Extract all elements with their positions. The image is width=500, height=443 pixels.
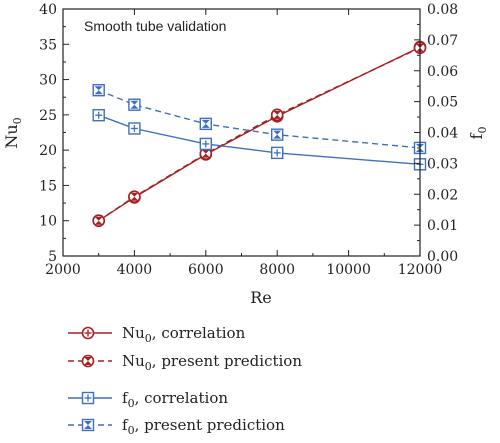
- legend-label-main: Nu: [122, 352, 145, 370]
- y-right-tick-label: 0.08: [427, 2, 458, 18]
- y-right-tick-label: 0.03: [427, 156, 458, 172]
- data-point-2-2: [199, 137, 213, 151]
- y-left-tick-label: 5: [48, 249, 57, 265]
- data-point-1-1: [128, 190, 141, 204]
- axis-title-subscript: 0: [11, 117, 24, 124]
- y-left-tick-label: 40: [39, 2, 57, 18]
- axes: 2000 4000 6000 8000 10000 12000 5 10 15 20 25 30 35 4…: [39, 2, 458, 278]
- axis-title-main: Nu: [2, 124, 21, 148]
- y-right-tick-label: 0.06: [427, 64, 458, 80]
- data-point-2-3: [271, 146, 284, 160]
- chart-annotation: Smooth tube validation: [84, 18, 226, 34]
- y-left-tick-label: 25: [39, 108, 57, 124]
- data-point-3-1: [128, 98, 141, 111]
- legend-label-main: f: [122, 389, 129, 407]
- axis-title-main: f: [467, 132, 486, 139]
- y-left-tick-label: 20: [39, 143, 57, 159]
- legend-label-rest: , correlation: [135, 389, 229, 407]
- y-left-tick-label: 30: [39, 73, 57, 89]
- legend-marker: [81, 326, 95, 340]
- series-line-0: [98, 46, 421, 222]
- legend-label: Nu0, present prediction: [122, 352, 302, 373]
- legend-marker: [81, 418, 95, 432]
- legend-label-rest: , present prediction: [152, 352, 303, 370]
- axis-title-subscript: 0: [476, 127, 489, 134]
- y-axis-label-left: Nu0: [2, 117, 24, 148]
- legend-marker: [81, 354, 95, 368]
- x-tick-label: 10000: [326, 262, 371, 278]
- x-tick-label: 6000: [188, 262, 224, 278]
- axis-title-text: f0: [467, 127, 489, 140]
- y-left-tick-label: 15: [39, 178, 57, 194]
- legend-item-3: f0, present prediction: [68, 416, 285, 437]
- legend-marker: [81, 391, 95, 405]
- x-tick-label: 2000: [45, 262, 81, 278]
- series-line-1: [98, 47, 421, 222]
- series-line-2: [98, 114, 421, 165]
- y-right-tick-label: 0.01: [427, 218, 458, 234]
- y-axis-label-right: f0: [467, 127, 489, 140]
- data-point-3-0: [92, 84, 105, 97]
- y-right-tick-label: 0.07: [427, 33, 458, 49]
- data-point-3-3: [271, 128, 284, 141]
- legend-label-rest: , correlation: [152, 324, 246, 342]
- legend-label-subscript: 0: [128, 397, 135, 410]
- data-point-1-0: [92, 214, 105, 228]
- data-point-2-0: [92, 109, 105, 122]
- legend-label-subscript: 0: [145, 332, 152, 345]
- y-right-tick-label: 0.05: [427, 95, 458, 111]
- series-line-3: [98, 89, 421, 149]
- plot-frame: [62, 8, 421, 257]
- legend-label: f0, present prediction: [122, 416, 285, 437]
- data-point-2-1: [128, 122, 141, 135]
- data-point-1-3: [270, 108, 284, 122]
- legend-label-rest: , present prediction: [135, 416, 286, 434]
- legend-item-0: Nu0, correlation: [68, 324, 246, 345]
- plot-area: [92, 40, 427, 228]
- legend-label: Nu0, correlation: [122, 324, 246, 345]
- legend-label-main: f: [122, 416, 129, 434]
- y-left-tick-label: 35: [39, 37, 57, 53]
- legend-item-2: f0, correlation: [68, 389, 228, 410]
- x-tick-label: 4000: [117, 262, 153, 278]
- x-axis-label: Re: [250, 288, 272, 307]
- y-right-tick-label: 0.00: [427, 249, 458, 265]
- y-right-tick-label: 0.02: [427, 187, 458, 203]
- legend-label-subscript: 0: [145, 360, 152, 373]
- x-tick-label: 12000: [398, 262, 443, 278]
- data-point-3-2: [199, 117, 213, 131]
- legend-label-subscript: 0: [128, 424, 135, 437]
- legend-item-1: Nu0, present prediction: [68, 352, 302, 373]
- legend-label-main: Nu: [122, 324, 145, 342]
- y-left-tick-label: 10: [39, 214, 57, 230]
- legend-label: f0, correlation: [122, 389, 228, 410]
- y-right-tick-label: 0.04: [427, 126, 458, 142]
- axis-title-text: Nu0: [2, 117, 24, 148]
- x-tick-label: 8000: [259, 262, 295, 278]
